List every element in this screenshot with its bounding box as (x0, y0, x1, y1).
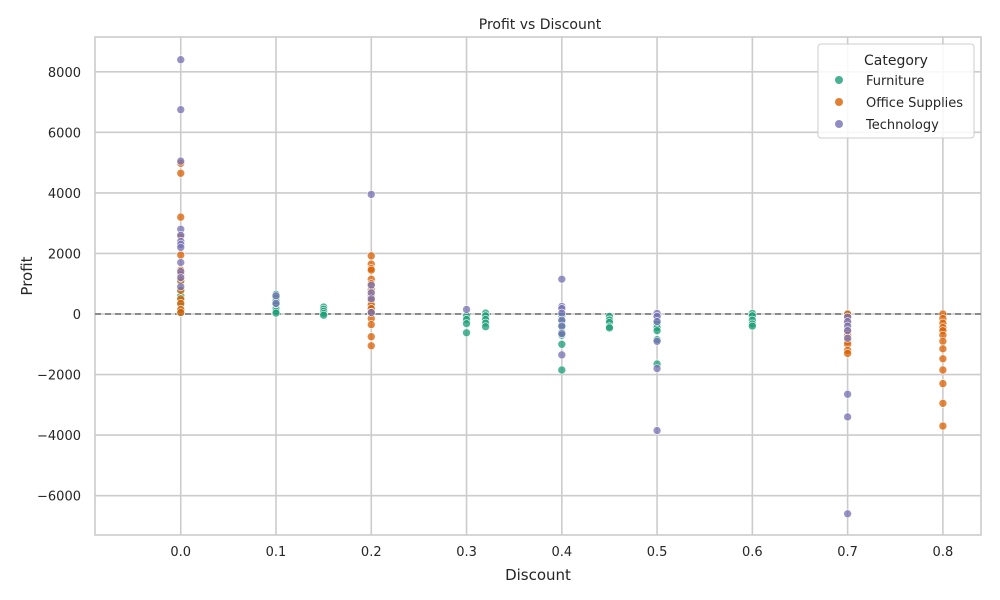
scatter-point (843, 333, 852, 343)
legend-marker (835, 120, 843, 128)
y-tick-label: 8000 (48, 66, 81, 81)
y-tick-label: −6000 (37, 490, 81, 505)
scatter-point (652, 364, 662, 373)
x-tick-label: 0.1 (266, 545, 287, 560)
scatter-point (557, 350, 567, 360)
scatter-point (176, 273, 186, 282)
scatter-point (557, 274, 567, 284)
y-tick-label: 6000 (48, 126, 81, 141)
scatter-point (366, 280, 376, 290)
x-tick-label: 0.6 (742, 545, 763, 560)
legend-title: Category (864, 53, 928, 69)
scatter-point (271, 299, 281, 308)
scatter-point (557, 329, 567, 338)
scatter-point (176, 168, 186, 178)
scatter-point (481, 322, 490, 332)
y-axis-label: Profit (18, 256, 36, 295)
x-tick-label: 0.0 (170, 545, 191, 560)
scatter-point (652, 426, 662, 435)
scatter-point (176, 212, 186, 222)
legend: Category Furniture Office Supplies Technolo… (817, 43, 975, 139)
x-tick-label: 0.3 (456, 545, 477, 560)
x-tick-label: 0.7 (837, 545, 858, 560)
scatter-point (366, 190, 376, 199)
scatter-point (843, 389, 852, 399)
scatter-point (652, 336, 662, 346)
scatter-point (748, 321, 757, 331)
scatter-point (652, 317, 662, 326)
scatter-point (843, 412, 852, 422)
x-tick-label: 0.5 (647, 545, 668, 560)
legend-label: Office Supplies (866, 96, 963, 111)
legend-box (817, 43, 975, 139)
scatter-point (176, 55, 186, 65)
scatter-point (938, 365, 948, 375)
scatter-point (366, 308, 376, 317)
x-tick-label: 0.8 (933, 545, 954, 560)
scatter-point (176, 308, 186, 317)
scatter-point (366, 265, 376, 275)
scatter-point (938, 344, 948, 354)
scatter-point (938, 399, 948, 408)
scatter-point (319, 310, 328, 320)
legend-marker (835, 98, 843, 106)
scatter-point (176, 250, 186, 260)
chart-title: Profit vs Discount (479, 17, 602, 33)
scatter-point (938, 379, 948, 388)
scatter-point (366, 341, 376, 351)
scatter-point (557, 339, 567, 349)
axes-layer: 0.0 0.1 0.2 0.3 0.4 0.5 0.6 0.7 0.8 −6000 −4000 −20… (37, 36, 982, 560)
scatter-point (366, 251, 376, 261)
legend-marker (835, 76, 843, 84)
scatter-point (271, 291, 281, 301)
points-layer (176, 55, 948, 519)
scatter-point (938, 336, 948, 346)
scatter-point (843, 326, 852, 335)
y-tick-label: −4000 (37, 429, 81, 444)
scatter-point (843, 349, 852, 358)
x-tick-label: 0.4 (551, 545, 572, 560)
scatter-point (176, 243, 186, 252)
scatter-point (366, 320, 376, 329)
scatter-point (938, 421, 948, 431)
scatter-point (843, 509, 852, 519)
scatter-point (462, 319, 471, 328)
x-tick-label: 0.2 (361, 545, 382, 560)
y-tick-label: −2000 (37, 369, 81, 384)
scatter-point (176, 105, 186, 114)
legend-label: Technology (865, 118, 939, 133)
scatter-point (938, 354, 948, 364)
scatter-point (271, 308, 281, 318)
scatter-point (176, 156, 186, 166)
legend-label: Furniture (866, 74, 924, 89)
y-tick-label: 4000 (48, 187, 81, 202)
scatter-point (652, 326, 662, 335)
scatter-point (366, 294, 376, 304)
scatter-point (366, 332, 376, 342)
scatter-point (462, 328, 471, 338)
scatter-point (605, 323, 614, 333)
scatter-point (176, 258, 186, 267)
scatter-point (462, 305, 471, 314)
x-axis-label: Discount (505, 566, 571, 584)
y-tick-label: 2000 (48, 247, 81, 262)
scatter-point (557, 321, 567, 331)
scatter-point (176, 282, 186, 292)
scatter-point (557, 365, 567, 375)
plot-frame (94, 36, 982, 536)
y-tick-label: 0 (73, 308, 81, 323)
